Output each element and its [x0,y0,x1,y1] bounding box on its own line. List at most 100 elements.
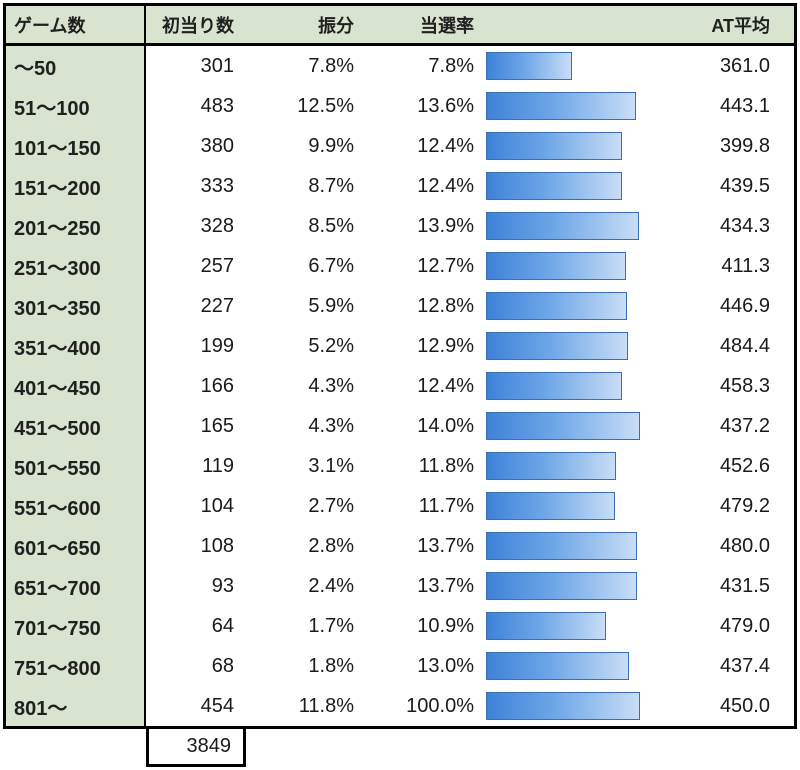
cell-tousen: 14.0% [366,415,486,438]
bar-icon [486,612,606,640]
cell-bar [486,126,646,166]
cell-game: 501～550 [6,446,146,486]
cell-bar [486,286,646,326]
cell-hatsu: 227 [146,295,246,318]
cell-at: 437.4 [646,655,786,678]
table-row: 51～10048312.5%13.6%443.1 [6,86,794,126]
cell-tousen: 10.9% [366,615,486,638]
cell-furi: 8.7% [246,175,366,198]
cell-tousen: 100.0% [366,695,486,718]
cell-at: 479.2 [646,495,786,518]
bar-icon [486,292,627,320]
cell-at: 443.1 [646,95,786,118]
cell-bar [486,446,646,486]
cell-bar [486,566,646,606]
cell-tousen: 12.8% [366,295,486,318]
cell-hatsu: 328 [146,215,246,238]
cell-furi: 3.1% [246,455,366,478]
cell-tousen: 13.0% [366,655,486,678]
cell-at: 458.3 [646,375,786,398]
cell-at: 434.3 [646,215,786,238]
cell-game: 801～ [6,686,146,726]
table-row: 801～45411.8%100.0%450.0 [6,686,794,726]
cell-hatsu: 93 [146,575,246,598]
cell-bar [486,206,646,246]
cell-game: 651～700 [6,566,146,606]
cell-at: 450.0 [646,695,786,718]
bar-icon [486,412,640,440]
table-row: 201～2503288.5%13.9%434.3 [6,206,794,246]
cell-at: 446.9 [646,295,786,318]
bar-icon [486,92,636,120]
cell-at: 431.5 [646,575,786,598]
cell-tousen: 13.6% [366,95,486,118]
bar-icon [486,692,640,720]
cell-bar [486,246,646,286]
table-row: 351～4001995.2%12.9%484.4 [6,326,794,366]
table-row: ～503017.8%7.8%361.0 [6,46,794,86]
bar-icon [486,452,616,480]
cell-furi: 2.7% [246,495,366,518]
cell-hatsu: 108 [146,535,246,558]
cell-at: 399.8 [646,135,786,158]
header-tousen: 当選率 [366,12,486,38]
header-game: ゲーム数 [6,6,146,43]
cell-at: 439.5 [646,175,786,198]
cell-tousen: 13.9% [366,215,486,238]
cell-furi: 8.5% [246,215,366,238]
cell-hatsu: 199 [146,335,246,358]
cell-at: 411.3 [646,255,786,278]
table-row: 751～800681.8%13.0%437.4 [6,646,794,686]
cell-bar [486,86,646,126]
cell-game: 251～300 [6,246,146,286]
cell-game: ～50 [6,46,146,86]
cell-furi: 2.8% [246,535,366,558]
table-row: 701～750641.7%10.9%479.0 [6,606,794,646]
cell-hatsu: 301 [146,55,246,78]
cell-bar [486,46,646,86]
cell-bar [486,326,646,366]
cell-tousen: 12.7% [366,255,486,278]
table-row: 101～1503809.9%12.4% 399.8 [6,126,794,166]
cell-bar [486,526,646,566]
cell-hatsu: 380 [146,135,246,158]
bar-icon [486,212,639,240]
cell-bar [486,646,646,686]
cell-tousen: 11.7% [366,495,486,518]
cell-game: 301～350 [6,286,146,326]
cell-furi: 5.2% [246,335,366,358]
bar-icon [486,132,622,160]
cell-at: 484.4 [646,335,786,358]
cell-bar [486,606,646,646]
cell-tousen: 13.7% [366,535,486,558]
cell-game: 351～400 [6,326,146,366]
cell-hatsu: 257 [146,255,246,278]
bar-icon [486,372,622,400]
cell-at: 437.2 [646,415,786,438]
cell-bar [486,366,646,406]
cell-game: 551～600 [6,486,146,526]
table-row: 651～700932.4%13.7%431.5 [6,566,794,606]
table-header-row: ゲーム数 初当り数 振分 当選率 AT平均 [6,6,794,46]
bar-icon [486,572,637,600]
cell-game: 401～450 [6,366,146,406]
cell-game: 601～650 [6,526,146,566]
cell-furi: 12.5% [246,95,366,118]
cell-hatsu: 483 [146,95,246,118]
cell-furi: 4.3% [246,375,366,398]
bar-icon [486,652,629,680]
header-at: AT平均 [646,12,786,38]
cell-bar [486,166,646,206]
bar-icon [486,252,626,280]
cell-furi: 4.3% [246,415,366,438]
table-row: 151～2003338.7%12.4%439.5 [6,166,794,206]
bar-icon [486,172,622,200]
cell-hatsu: 333 [146,175,246,198]
cell-tousen: 12.4% [366,135,486,158]
table-row: 551～6001042.7%11.7%479.2 [6,486,794,526]
cell-game: 101～150 [6,126,146,166]
bar-icon [486,492,615,520]
table-row: 301～3502275.9%12.8%446.9 [6,286,794,326]
cell-furi: 9.9% [246,135,366,158]
cell-furi: 2.4% [246,575,366,598]
